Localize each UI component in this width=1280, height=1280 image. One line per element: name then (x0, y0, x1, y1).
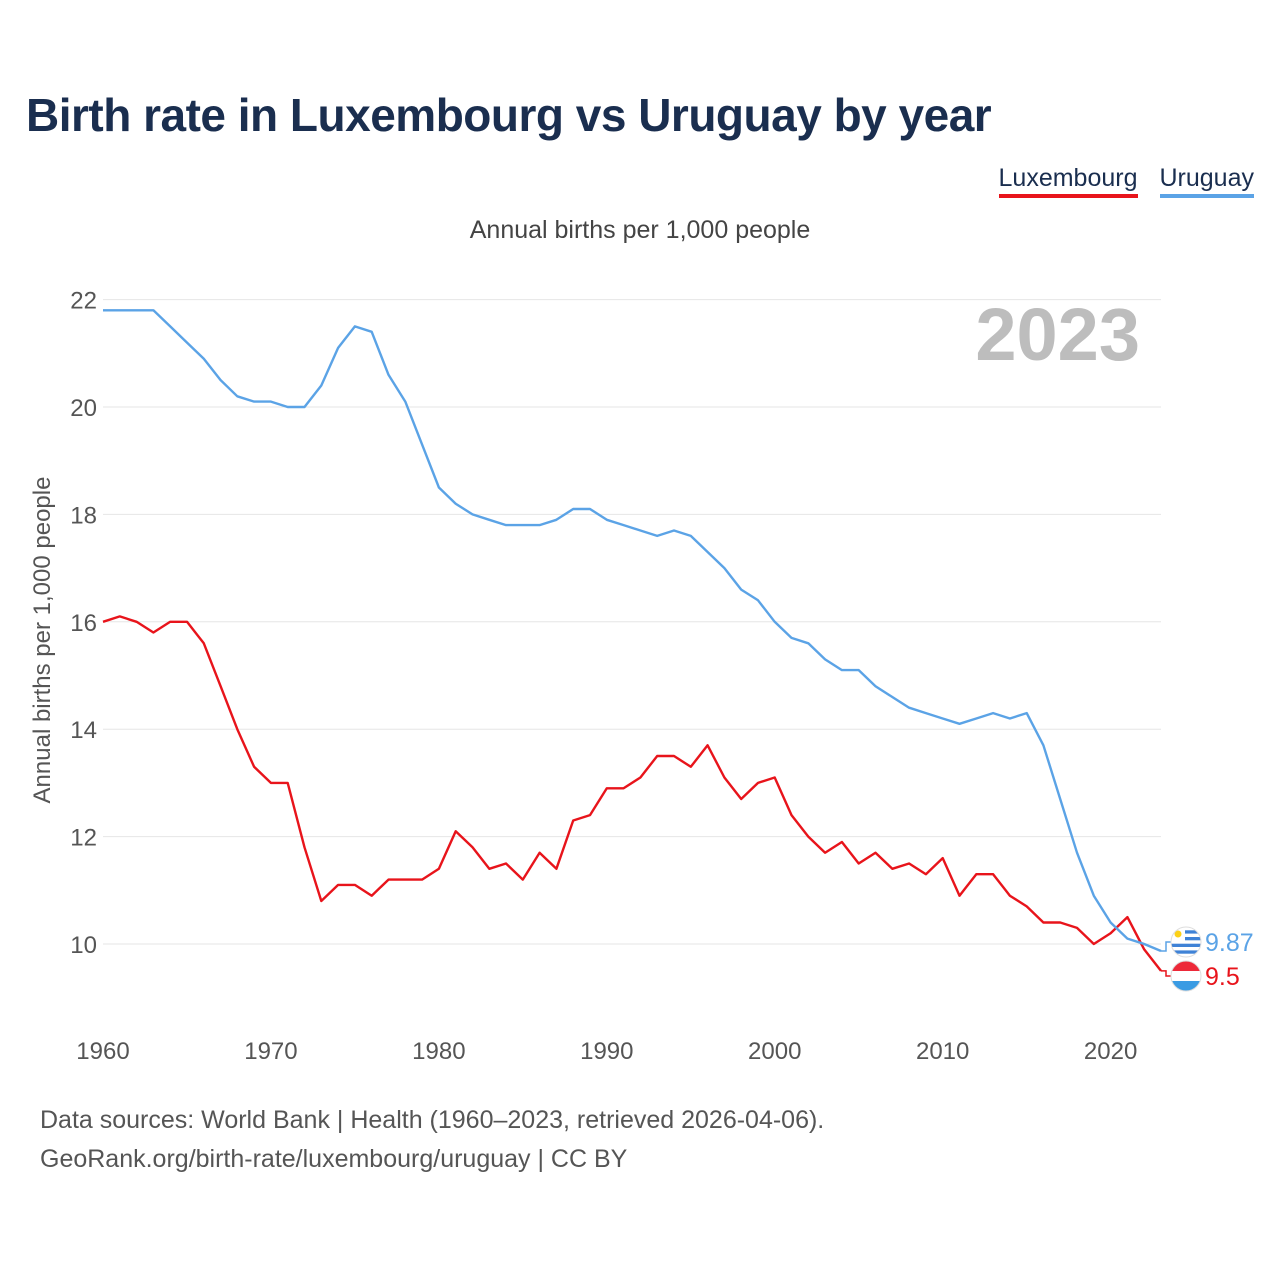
legend-item-uruguay[interactable]: Uruguay (1159, 164, 1254, 198)
series-lines (102, 309, 1162, 972)
y-tick-label: 10 (70, 932, 97, 959)
y-axis-label: Annual births per 1,000 people (29, 477, 56, 804)
y-tick-label: 18 (70, 502, 97, 529)
chart-title: Birth rate in Luxembourg vs Uruguay by y… (26, 89, 992, 141)
y-tick-label: 12 (70, 825, 97, 852)
x-tick-label: 2010 (916, 1038, 969, 1065)
y-tick-label: 20 (70, 395, 97, 422)
series-end-markers: 9.5 9.87 (1161, 926, 1254, 992)
y-tick-label: 14 (70, 717, 97, 744)
x-axis-ticks: 1960 1970 1980 1990 2000 2010 2020 (76, 1038, 1137, 1065)
legend-item-luxembourg[interactable]: Luxembourg (998, 164, 1138, 198)
end-connector (1161, 970, 1171, 977)
y-tick-label: 22 (70, 288, 97, 315)
x-tick-label: 2000 (748, 1038, 801, 1065)
end-value-label-luxembourg: 9.5 (1205, 963, 1240, 991)
source-line-2[interactable]: GeoRank.org/birth-rate/luxembourg/urugua… (40, 1145, 628, 1173)
uruguay-flag-icon (1170, 926, 1202, 958)
source-line-1: Data sources: World Bank | Health (1960–… (40, 1106, 825, 1134)
end-connector (1161, 941, 1171, 952)
y-tick-label: 16 (70, 610, 97, 637)
end-value-label-uruguay: 9.87 (1205, 929, 1254, 957)
series-line-uruguay (103, 309, 1162, 953)
x-tick-label: 1990 (580, 1038, 633, 1065)
x-tick-label: 1980 (412, 1038, 465, 1065)
gridlines (103, 299, 1161, 945)
x-tick-label: 1970 (244, 1038, 297, 1065)
x-tick-label: 1960 (76, 1038, 129, 1065)
chart-subtitle: Annual births per 1,000 people (469, 216, 811, 244)
year-watermark: 2023 (975, 293, 1140, 376)
luxembourg-flag-icon (1170, 960, 1202, 992)
y-axis-ticks: 10 12 14 16 18 20 22 (70, 288, 97, 959)
legend: Luxembourg Uruguay (998, 164, 1254, 198)
series-line-luxembourg (102, 615, 1162, 972)
x-tick-label: 2020 (1084, 1038, 1137, 1065)
